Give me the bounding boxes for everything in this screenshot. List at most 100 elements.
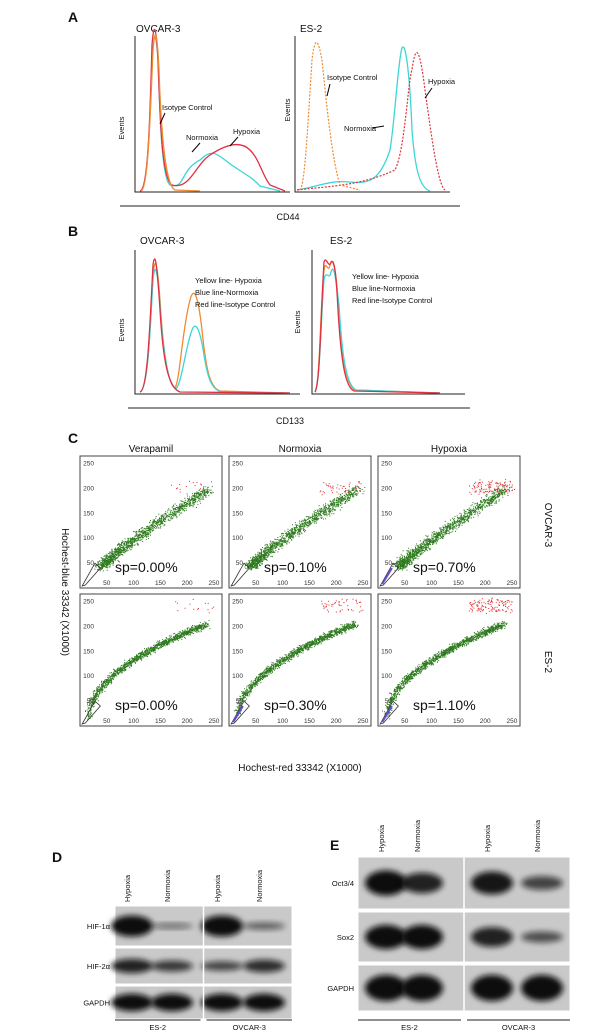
plot-title: OVCAR-3 [140, 236, 185, 247]
plot-title: ES-2 [300, 24, 323, 35]
cell-line-label: ES-2 [149, 1023, 166, 1032]
curve [299, 41, 361, 191]
western-blot: Hypoxia Normoxia Hypoxia Normoxia HIF-1α HIF-… [83, 869, 293, 1032]
band [521, 974, 563, 1002]
gate [379, 700, 399, 725]
y-tick-label: 100 [83, 535, 94, 542]
band [111, 915, 153, 937]
lane-label: Normoxia [413, 819, 422, 852]
arrow [326, 83, 331, 97]
scatter-plot: 50 50 100 100 150 150 200 200 250 250 sp=0.30% [228, 593, 372, 727]
scatter-plot: 50 50 100 100 150 150 200 200 250 250 sp=0.10% [228, 455, 372, 589]
panel-label: D [52, 849, 62, 865]
plot-frame [377, 593, 521, 727]
y-tick-label: 250 [83, 598, 94, 605]
x-tick-label: 100 [277, 580, 288, 587]
band [151, 923, 193, 929]
band [471, 974, 513, 1002]
x-tick-label: 250 [507, 718, 518, 725]
annotation: Normoxia [186, 133, 219, 142]
gate-events [232, 705, 244, 723]
plot-title: OVCAR-3 [136, 24, 181, 35]
scatter-points [468, 597, 513, 614]
panel-label: C [68, 430, 78, 446]
protein-label: HIF-1α [87, 922, 111, 931]
protein-label: Sox2 [337, 933, 354, 942]
gate [230, 700, 250, 725]
lane-label: Hypoxia [377, 824, 386, 852]
axis-label: Events [293, 310, 302, 333]
scatter-points [392, 486, 515, 572]
gate [81, 700, 101, 725]
arrow [159, 112, 166, 125]
y-tick-label: 200 [83, 623, 94, 630]
curve [140, 34, 201, 192]
y-tick-label: 150 [232, 510, 243, 517]
western-blot: Hypoxia Normoxia Hypoxia Normoxia Oct3/4 Sox2… [327, 819, 571, 1032]
sp-value: sp=1.10% [413, 697, 476, 713]
x-tick-label: 50 [401, 580, 409, 587]
x-tick-label: 200 [182, 580, 193, 587]
y-tick-label: 100 [381, 535, 392, 542]
curve [296, 51, 446, 191]
x-tick-label: 150 [155, 580, 166, 587]
x-tick-label: 100 [426, 580, 437, 587]
scatter-grid: Verapamil Normoxia Hypoxia 50 50 100 100 150 150… [79, 444, 521, 727]
scatter-plot: 50 50 100 100 150 150 200 200 250 250 sp=0.00% [79, 593, 223, 727]
x-tick-label: 50 [252, 718, 260, 725]
column-title: Hypoxia [431, 444, 468, 455]
y-tick-label: 50 [385, 698, 393, 705]
legend-item: Blue line-Normoxia [195, 288, 259, 297]
band [401, 924, 443, 950]
legend-item: Blue line-Normoxia [352, 284, 416, 293]
band [243, 922, 285, 930]
gate-events [381, 705, 393, 723]
band [401, 974, 443, 1002]
arrow [229, 136, 239, 147]
y-tick-label: 150 [83, 648, 94, 655]
row-label: OVCAR-3 [542, 503, 553, 548]
gate [230, 562, 250, 587]
curve [314, 261, 441, 394]
scatter-points [469, 478, 513, 496]
arrow [191, 142, 201, 153]
band [201, 993, 243, 1012]
band [471, 927, 513, 947]
lane-label: Hypoxia [123, 874, 132, 902]
panel-label: E [330, 837, 339, 853]
x-tick-label: 150 [453, 580, 464, 587]
column-title: Normoxia [279, 444, 322, 455]
scatter-plot: 50 50 100 100 150 150 200 200 250 250 sp=1.10% [377, 593, 521, 727]
plot-frame [377, 455, 521, 589]
x-tick-label: 100 [128, 718, 139, 725]
plot-frame [228, 593, 372, 727]
panel-label: A [68, 9, 78, 25]
y-tick-label: 50 [385, 560, 393, 567]
cell-line-label: ES-2 [401, 1023, 418, 1032]
x-tick-label: 150 [304, 580, 315, 587]
axis [134, 36, 290, 193]
axis [134, 250, 300, 395]
x-tick-label: 250 [209, 718, 220, 725]
column-title: Verapamil [129, 444, 173, 455]
y-tick-label: 200 [381, 623, 392, 630]
curve [139, 28, 286, 192]
band [201, 915, 243, 937]
axis-label: CD133 [276, 416, 304, 426]
annotation: Hypoxia [428, 77, 456, 86]
lane-label: Hypoxia [483, 824, 492, 852]
band [111, 993, 153, 1012]
x-tick-label: 200 [331, 718, 342, 725]
scatter-points [319, 481, 362, 496]
sp-value: sp=0.70% [413, 559, 476, 575]
x-tick-label: 200 [331, 580, 342, 587]
x-tick-label: 200 [182, 718, 193, 725]
lane-label: Normoxia [163, 869, 172, 902]
y-tick-label: 250 [232, 598, 243, 605]
lane-label: Normoxia [255, 869, 264, 902]
protein-label: Oct3/4 [332, 879, 354, 888]
axis [294, 36, 450, 193]
curve [314, 259, 441, 394]
gate [379, 562, 399, 587]
